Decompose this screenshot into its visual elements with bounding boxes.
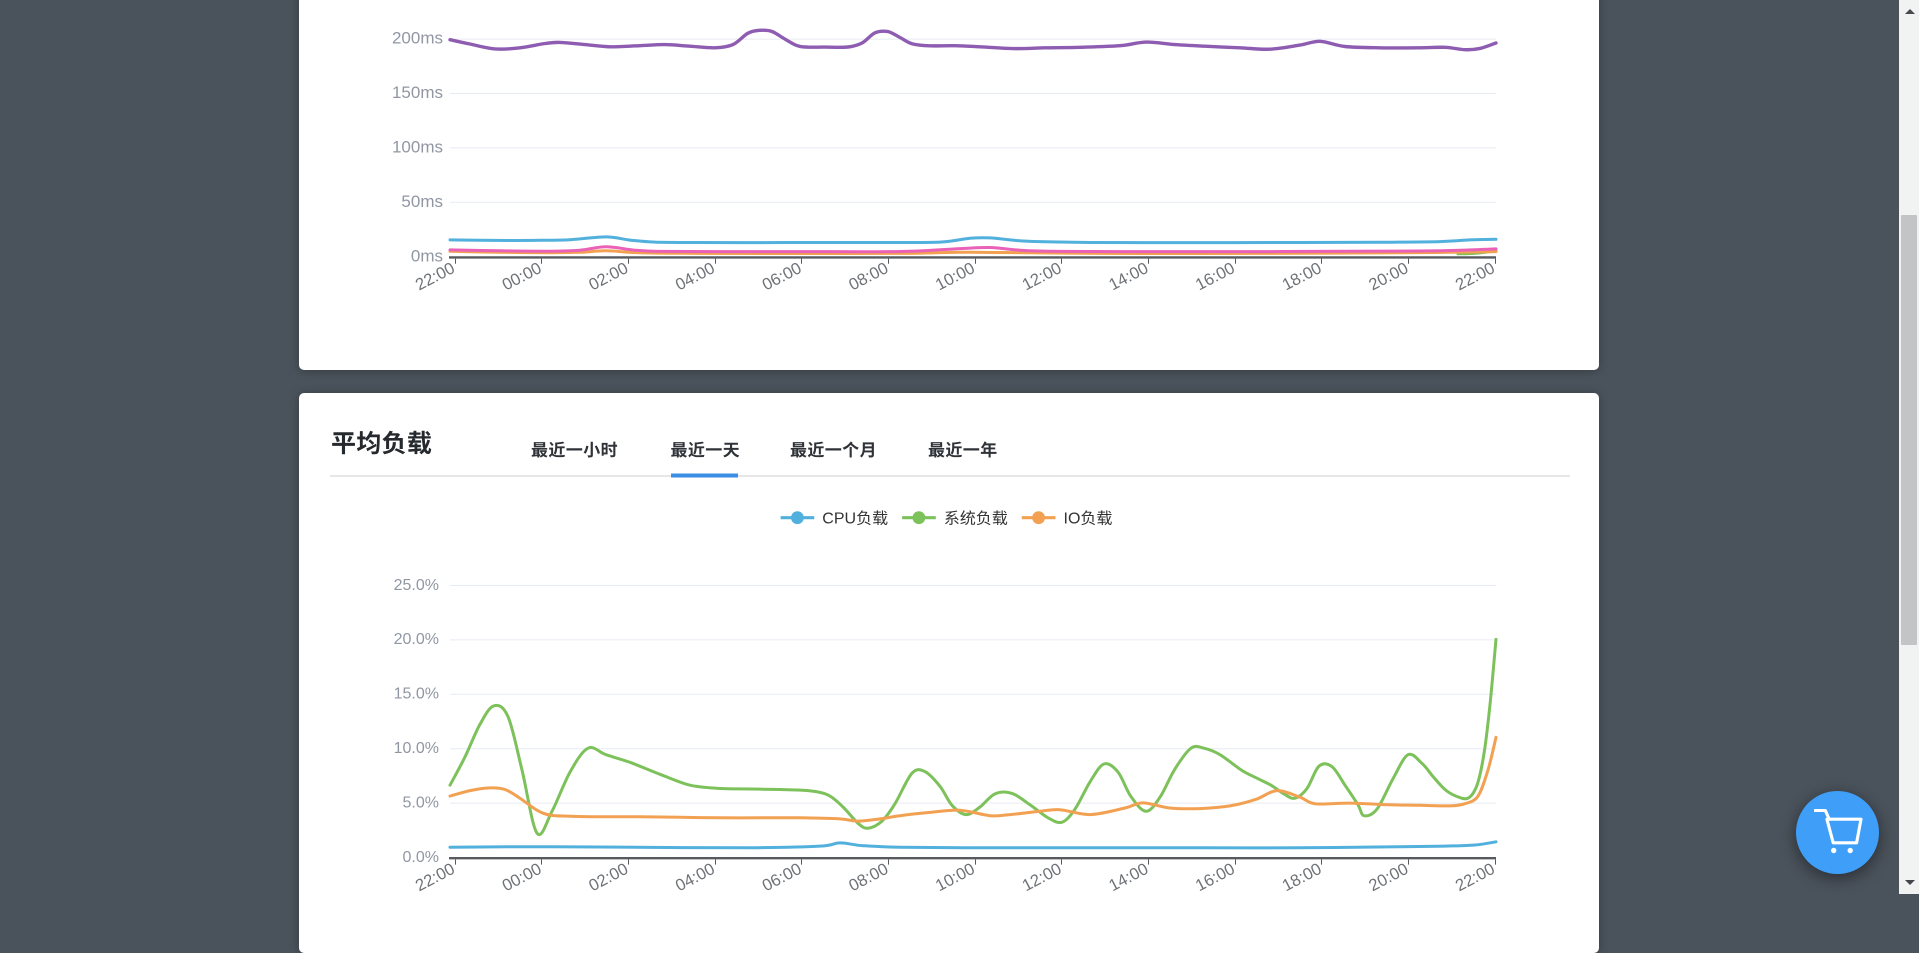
svg-text:5.0%: 5.0% (403, 794, 439, 811)
svg-text:02:00: 02:00 (586, 859, 632, 894)
svg-text:20.0%: 20.0% (394, 631, 439, 648)
svg-text:22:00: 22:00 (1452, 258, 1498, 294)
svg-text:00:00: 00:00 (499, 859, 545, 894)
svg-text:10:00: 10:00 (932, 859, 978, 894)
svg-text:08:00: 08:00 (846, 859, 892, 894)
svg-text:18:00: 18:00 (1279, 258, 1325, 294)
svg-text:12:00: 12:00 (1019, 859, 1065, 894)
svg-text:16:00: 16:00 (1192, 859, 1238, 894)
svg-text:10:00: 10:00 (932, 258, 978, 294)
svg-text:04:00: 04:00 (672, 258, 718, 294)
svg-text:12:00: 12:00 (1019, 258, 1065, 294)
svg-text:200ms: 200ms (392, 29, 443, 48)
svg-text:22:00: 22:00 (1452, 859, 1498, 894)
svg-text:06:00: 06:00 (759, 258, 805, 294)
svg-text:100ms: 100ms (392, 138, 443, 157)
svg-text:14:00: 14:00 (1106, 258, 1152, 294)
svg-text:25.0%: 25.0% (394, 577, 439, 594)
svg-text:18:00: 18:00 (1279, 859, 1325, 894)
svg-text:0.0%: 0.0% (403, 849, 439, 866)
svg-text:04:00: 04:00 (672, 859, 718, 894)
svg-text:CPU: CPU (822, 511, 856, 528)
svg-text:00:00: 00:00 (499, 258, 545, 294)
svg-text:20:00: 20:00 (1366, 859, 1412, 894)
svg-text:150ms: 150ms (392, 83, 443, 102)
svg-text:IO: IO (1064, 511, 1081, 528)
svg-text:20:00: 20:00 (1366, 258, 1412, 294)
svg-text:0ms: 0ms (411, 246, 443, 265)
svg-text:08:00: 08:00 (846, 258, 892, 294)
svg-text:16:00: 16:00 (1192, 258, 1238, 294)
svg-text:15.0%: 15.0% (394, 686, 439, 703)
svg-text:10.0%: 10.0% (394, 740, 439, 757)
svg-text:14:00: 14:00 (1106, 859, 1152, 894)
svg-text:02:00: 02:00 (586, 258, 632, 294)
svg-text:06:00: 06:00 (759, 859, 805, 894)
svg-text:50ms: 50ms (401, 192, 443, 211)
